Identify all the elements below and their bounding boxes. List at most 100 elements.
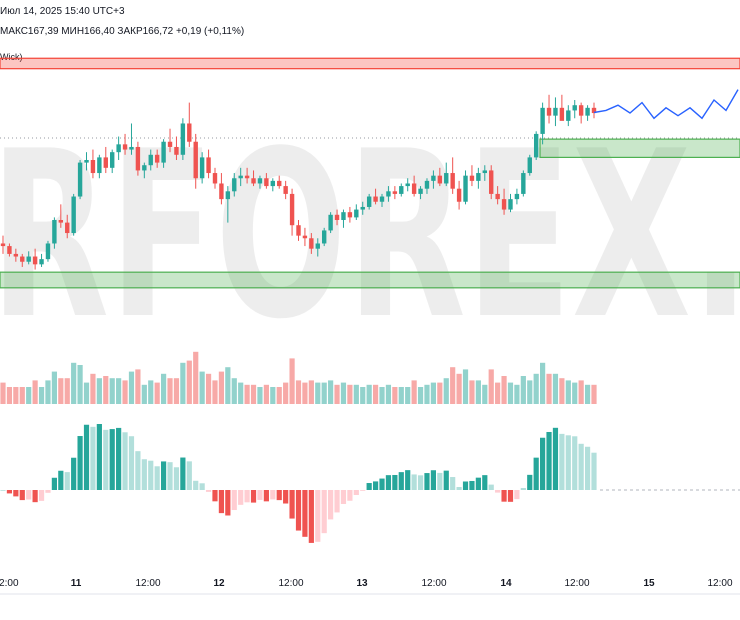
oscillator-bar: [283, 490, 289, 504]
candle-body: [180, 123, 186, 155]
volume-bar: [385, 384, 392, 404]
candle-body: [444, 173, 449, 184]
candle-body: [77, 162, 83, 197]
candle-body: [270, 180, 276, 187]
candle-body: [187, 123, 192, 142]
oscillator-bar: [205, 490, 212, 492]
volume-bar: [372, 384, 379, 404]
volume-bar: [462, 369, 469, 404]
volume-bar: [283, 382, 289, 404]
oscillator-bar: [392, 474, 398, 490]
oscillator-bar: [90, 426, 96, 490]
volume-bar: [289, 358, 295, 404]
oscillator-bar: [77, 436, 83, 490]
oscillator-bar: [38, 490, 45, 501]
oscillator-bar: [347, 490, 353, 501]
candle-body: [296, 225, 301, 236]
candle-body: [546, 107, 552, 116]
candle-body: [591, 107, 597, 114]
candle-body: [264, 178, 269, 187]
ohlc-readout: МАКС167,39 МИН166,40 ЗАКР166,72 +0,19 (+…: [0, 26, 245, 37]
volume-bar: [572, 382, 578, 404]
volume-bar: [64, 378, 70, 404]
oscillator-bar: [578, 443, 584, 490]
volume-bar: [6, 387, 13, 404]
volume-bars: [0, 351, 597, 404]
volume-bar: [276, 387, 282, 404]
oscillator-bar: [128, 436, 135, 490]
candle-body: [469, 175, 475, 181]
candle-body: [206, 157, 211, 174]
oscillator-bar: [475, 477, 481, 490]
oscillator-bar: [51, 477, 57, 490]
indicator-label: Wick): [0, 52, 23, 62]
oscillator-bar: [450, 477, 456, 490]
time-axis-label: 15: [643, 578, 655, 589]
oscillator-bar: [552, 427, 559, 490]
candle-body: [257, 178, 263, 184]
volume-bar: [379, 387, 385, 404]
volume-bar: [122, 380, 128, 404]
volume-bar: [218, 371, 225, 404]
oscillator-bar: [193, 480, 199, 490]
zone-resistance: [0, 57, 740, 70]
volume-bar: [398, 387, 404, 404]
candle-body: [405, 183, 410, 187]
volume-bar: [578, 380, 584, 404]
oscillator-bar: [83, 424, 90, 490]
oscillator-bar: [353, 490, 359, 496]
volume-bar: [51, 371, 57, 404]
oscillator-histogram: [0, 424, 597, 543]
oscillator-bar: [507, 490, 514, 502]
candle-body: [199, 157, 205, 179]
candle-body: [476, 173, 481, 181]
time-axis-label: 12:00: [278, 578, 303, 589]
oscillator-bar: [122, 432, 128, 490]
oscillator-bar: [0, 490, 6, 491]
oscillator-bar: [148, 460, 154, 490]
oscillator-bar: [135, 451, 141, 490]
candle-body: [212, 173, 218, 184]
volume-bar: [353, 384, 359, 404]
time-axis-label: 12:00: [564, 578, 589, 589]
volume-bar: [424, 384, 430, 404]
oscillator-bar: [180, 457, 186, 490]
candle-body: [90, 160, 96, 174]
candle-body: [65, 222, 70, 234]
volume-bar: [173, 378, 180, 404]
candle-body: [463, 175, 468, 202]
oscillator-bar: [482, 475, 488, 490]
oscillator-bar: [584, 446, 591, 490]
candle-body: [167, 141, 173, 147]
oscillator-bar: [430, 470, 437, 490]
volume-bar: [186, 360, 192, 404]
candle-body: [129, 146, 134, 150]
oscillator-bar: [520, 488, 526, 490]
volume-bar: [584, 384, 591, 404]
oscillator-bar: [591, 452, 597, 490]
candle-body: [52, 220, 57, 244]
candle-body: [489, 170, 494, 194]
volume-bar: [501, 376, 507, 404]
candle-body: [232, 178, 237, 192]
oscillator-bar: [411, 474, 417, 490]
candle-body: [392, 191, 398, 194]
time-axis-label: 14: [500, 578, 512, 589]
candle-body: [238, 175, 243, 179]
time-axis-label: 12:00: [707, 578, 732, 589]
oscillator-bar: [19, 490, 25, 501]
candle-body: [116, 144, 121, 153]
volume-bar: [231, 378, 237, 404]
oscillator-bar: [302, 490, 308, 537]
candle-body: [302, 235, 308, 239]
oscillator-bar: [340, 490, 347, 504]
volume-bar: [591, 384, 597, 404]
volume-bar: [520, 376, 526, 404]
oscillator-bar: [385, 475, 392, 490]
candle-body: [110, 152, 115, 168]
time-axis[interactable]: 12:00 11 12:00 12 12:00 13 12:00 14 12:00 15 12:00: [0, 578, 733, 589]
volume-bar: [328, 380, 334, 404]
candle-body: [244, 175, 250, 179]
forecast-line: [593, 89, 739, 120]
